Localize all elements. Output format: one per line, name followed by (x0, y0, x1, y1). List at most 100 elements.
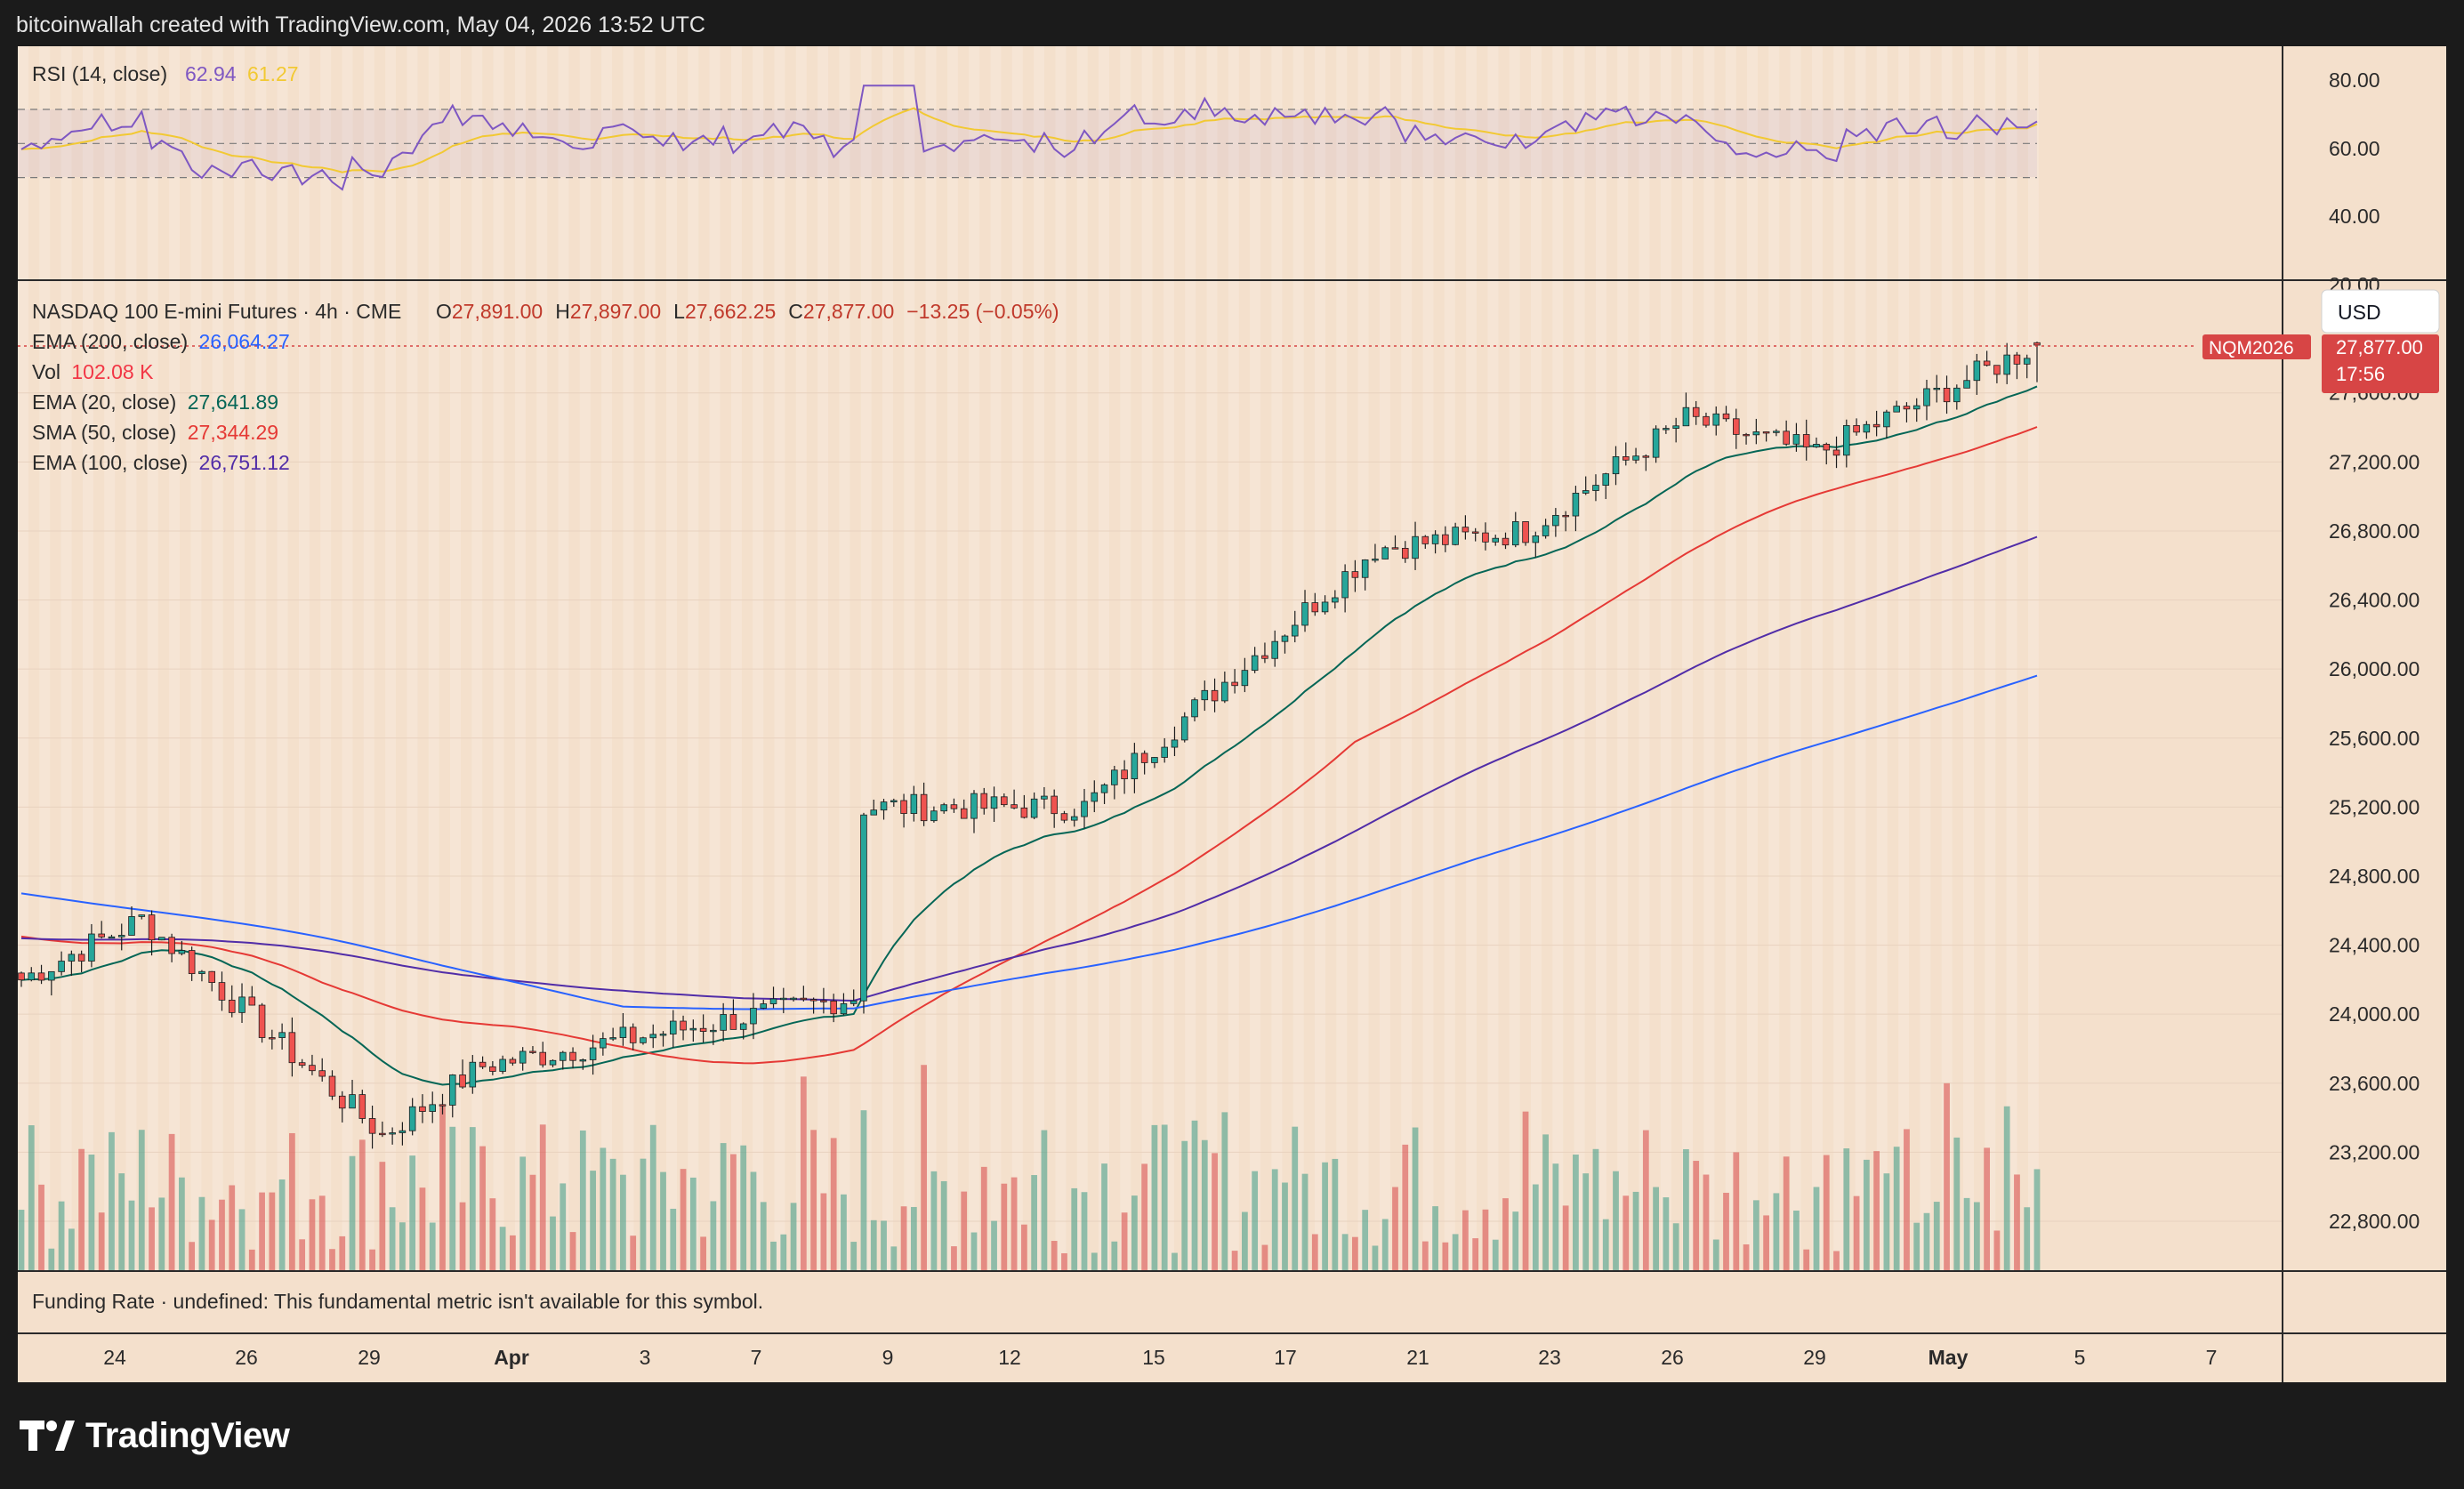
candle-body (58, 961, 65, 972)
session-shade (1876, 46, 1888, 1271)
candle-body (1783, 431, 1790, 445)
candle-body (1953, 387, 1961, 403)
candle-body (389, 1132, 396, 1135)
candle-body (1471, 531, 1479, 534)
session-shade (579, 46, 591, 1271)
time-axis-label: 15 (1142, 1346, 1165, 1369)
candle-body (1652, 428, 1660, 458)
candle-body (309, 1065, 316, 1072)
candle-body (1131, 753, 1139, 780)
time-axis-label: 29 (358, 1346, 381, 1369)
session-shade (363, 46, 374, 1271)
candle-body (1351, 571, 1359, 578)
volume-bar (1833, 1251, 1840, 1271)
rsi-line (20, 85, 2038, 191)
volume-bar (1341, 1234, 1349, 1271)
candle-body (408, 1106, 416, 1131)
volume-bar (409, 1155, 416, 1271)
ema200-line (20, 674, 2038, 1010)
candle-body (88, 933, 95, 962)
candle-body (1461, 527, 1470, 533)
volume-bar (539, 1124, 546, 1271)
price-axis-label: 26,000.00 (2329, 657, 2420, 680)
volume-bar (1352, 1236, 1358, 1271)
session-shade (730, 46, 742, 1271)
ema100-line (20, 535, 2038, 1002)
price-axis: 27,600.0027,200.0026,800.0026,400.0026,0… (2329, 382, 2420, 1233)
time-axis-label: 17 (1274, 1346, 1297, 1369)
session-shade (1055, 46, 1067, 1271)
volume-bar (1913, 1222, 1920, 1271)
time-axis-label: May (1929, 1346, 1969, 1369)
volume-bar (1592, 1148, 1599, 1271)
chart-canvas[interactable]: RSI (14, close) 62.94 61.27 80.00 60.00 40… (18, 46, 2446, 1382)
volume-bar (1301, 1173, 1308, 1271)
volume-bar (128, 1200, 135, 1271)
volume-bar (329, 1249, 335, 1271)
volume-bar (178, 1177, 185, 1271)
volume-bar (579, 1130, 586, 1271)
session-shade (1725, 46, 1736, 1271)
price-axis-label: 27,200.00 (2329, 450, 2420, 473)
candle-body (1060, 813, 1068, 821)
ema20-line (20, 385, 2038, 1086)
volume-bar (1141, 1163, 1148, 1271)
volume-bar (1421, 1241, 1429, 1271)
session-shade (817, 46, 829, 1271)
currency-button[interactable] (2321, 289, 2440, 334)
candle-body (218, 982, 226, 1001)
bar-countdown: 17:56 (2336, 363, 2385, 385)
session-shade (623, 46, 634, 1271)
candle-body (1271, 640, 1278, 659)
volume-bar (1001, 1183, 1008, 1271)
candle-body (258, 1004, 266, 1038)
volume-bar (1311, 1234, 1318, 1271)
session-shade (1920, 46, 1931, 1271)
volume-bar (1161, 1124, 1168, 1271)
session-background (18, 46, 2039, 1271)
candle-body (1582, 490, 1590, 494)
session-shade (601, 46, 613, 1271)
last-price-tag (2322, 334, 2439, 393)
candle-body (1672, 425, 1679, 429)
candle-body (1542, 525, 1550, 536)
session-shade (277, 46, 288, 1271)
rsi-title: RSI (14, close) (32, 62, 167, 85)
candle-body (288, 1032, 296, 1064)
volume-bar (1191, 1120, 1198, 1271)
volume-bar (900, 1206, 907, 1271)
candle-body (910, 793, 918, 815)
candle-body (1903, 406, 1911, 410)
session-shade (450, 46, 461, 1271)
volume-bar (449, 1126, 456, 1271)
candle-body (1051, 795, 1058, 815)
candle-body (680, 1020, 687, 1031)
session-shade (407, 46, 418, 1271)
candle-body (1893, 406, 1900, 413)
candle-body (1291, 624, 1299, 637)
volume-bar (149, 1207, 155, 1271)
candle-body (900, 800, 907, 815)
rsi-axis-label: 60.00 (2329, 137, 2380, 160)
volume-bar (991, 1220, 997, 1271)
candle-body (850, 1000, 858, 1004)
price-axis-label: 22,800.00 (2329, 1210, 2420, 1233)
session-shade (666, 46, 677, 1271)
candle-body (1111, 769, 1118, 785)
session-shade (1422, 46, 1434, 1271)
candle-body (1261, 655, 1268, 659)
volume-bar (1532, 1184, 1539, 1271)
session-shade (298, 46, 310, 1271)
volume-bar (569, 1232, 576, 1271)
candle-body (1762, 431, 1770, 434)
candle-body (1452, 527, 1459, 545)
volume-bar (780, 1234, 787, 1271)
volume-bar (800, 1076, 807, 1271)
volume-bar (630, 1235, 637, 1271)
session-shade (1120, 46, 1131, 1271)
session-shade (82, 46, 93, 1271)
rsi-axis-label: 80.00 (2329, 68, 2380, 92)
candle-body (1733, 418, 1740, 435)
candle-body (539, 1051, 547, 1066)
candle-body (117, 935, 125, 938)
